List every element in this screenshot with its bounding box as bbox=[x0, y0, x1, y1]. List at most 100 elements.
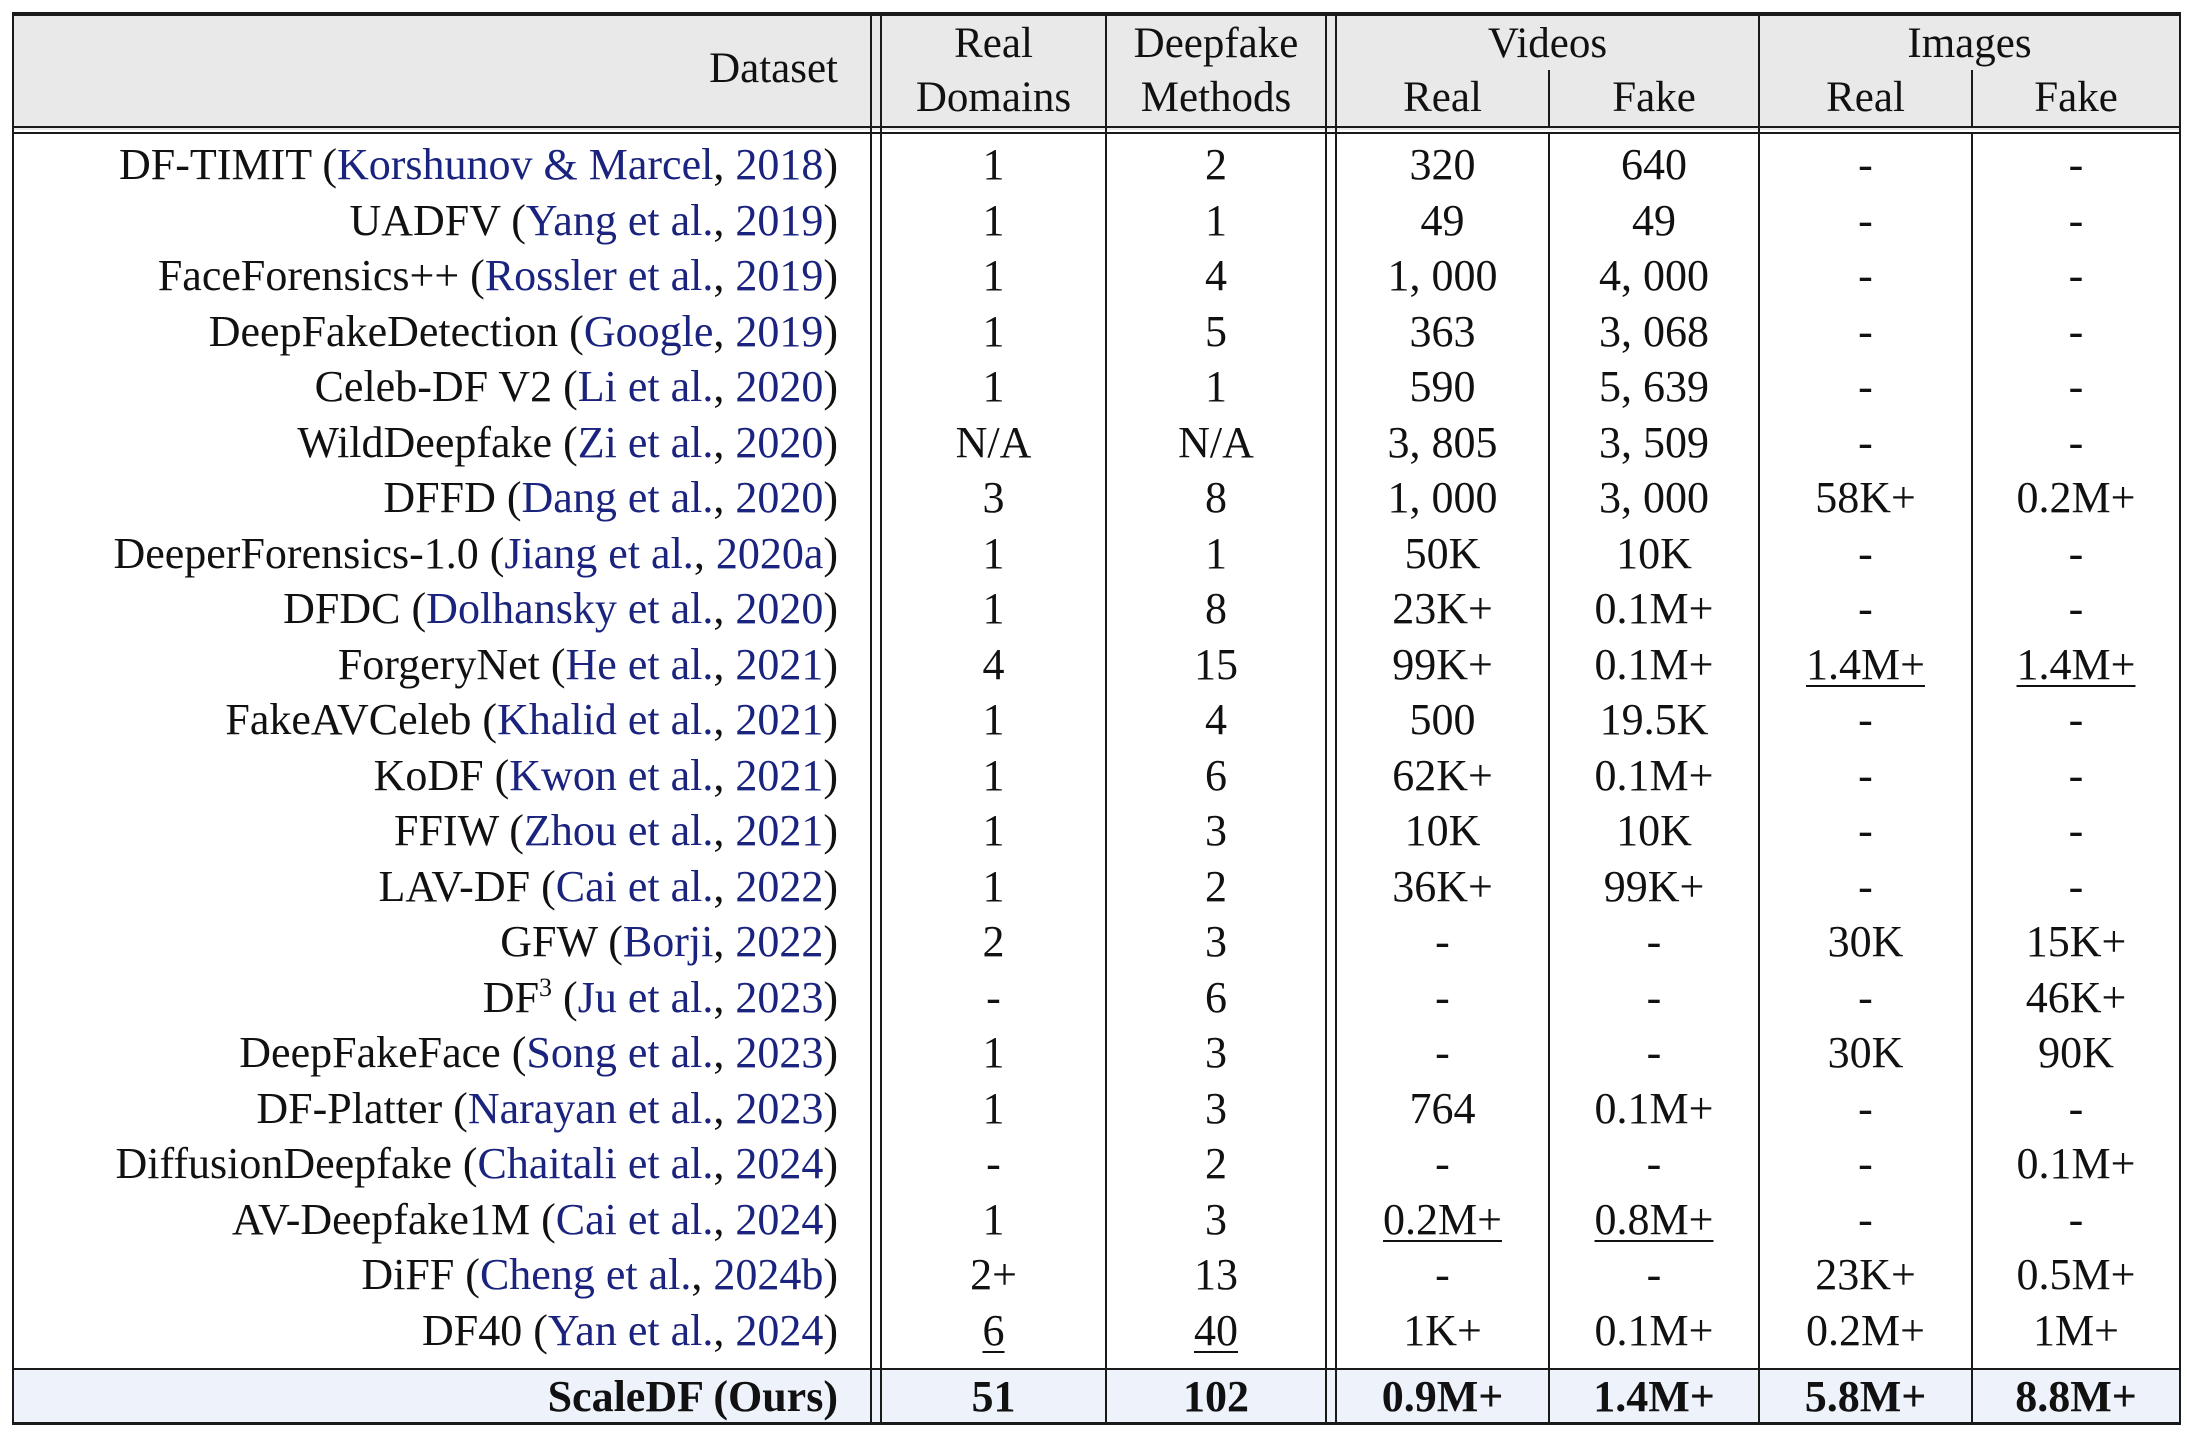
ours-row-background bbox=[12, 1370, 2181, 1425]
images-real-cell-value: - bbox=[1858, 972, 1873, 1022]
citation-link[interactable]: Rossler et al. bbox=[484, 251, 714, 300]
dataset-name-cell: DeeperForensics-1.0 (Jiang et al., 2020a… bbox=[113, 528, 838, 578]
images-fake-cell-value: 90K bbox=[2038, 1028, 2114, 1077]
videos-real-cell: 50K bbox=[1337, 526, 1548, 582]
citation-link[interactable]: Ju et al. bbox=[577, 972, 714, 1022]
citation-link[interactable]: Borji bbox=[622, 917, 714, 966]
images-real-cell: - bbox=[1760, 526, 1971, 582]
top-rule bbox=[12, 12, 2181, 16]
images-fake-cell: - bbox=[1973, 137, 2179, 193]
header-real-domains-line2: Domains bbox=[915, 74, 1072, 121]
citation-link[interactable]: Zhou et al. bbox=[523, 806, 714, 855]
citation-link[interactable]: Cai et al. bbox=[555, 861, 714, 911]
citation-year-link[interactable]: 2020 bbox=[735, 584, 824, 633]
deepfake-methods-cell: 3 bbox=[1107, 914, 1325, 970]
citation-year-link[interactable]: 2024b bbox=[713, 1250, 824, 1299]
citation-link[interactable]: Korshunov & Marcel bbox=[336, 140, 714, 189]
dataset-name-cell: GFW (Borji, 2022) bbox=[500, 917, 838, 966]
citation-year-link[interactable]: 2023 bbox=[735, 1083, 824, 1133]
citation-link[interactable]: Google bbox=[583, 306, 714, 356]
citation-year-link[interactable]: 2018 bbox=[735, 140, 824, 189]
citation-year-link[interactable]: 2023 bbox=[735, 1028, 824, 1077]
videos-fake-cell-value: - bbox=[1646, 917, 1662, 966]
dataset-name-cell: DF-Platter (Narayan et al., 2023) bbox=[256, 1083, 838, 1133]
images-fake-cell: 0.1M+ bbox=[1973, 1136, 2179, 1192]
videos-fake-cell: 3, 000 bbox=[1550, 470, 1758, 526]
citation-year-link[interactable]: 2019 bbox=[735, 251, 824, 300]
videos-real-cell-value: 320 bbox=[1409, 140, 1476, 189]
images-fake-cell-value: - bbox=[2068, 306, 2084, 356]
citation-year-link[interactable]: 2023 bbox=[735, 972, 824, 1022]
images-real-cell: - bbox=[1760, 415, 1971, 471]
videos-real-cell: - bbox=[1337, 1136, 1548, 1192]
citation-year-link[interactable]: 2021 bbox=[735, 639, 824, 689]
deepfake-methods-cell: 3 bbox=[1107, 1025, 1325, 1081]
citation-year-link[interactable]: 2021 bbox=[735, 806, 824, 855]
real-domains-cell-value: 1 bbox=[982, 1028, 1005, 1077]
images-real-cell-value: - bbox=[1858, 140, 1873, 189]
table-header-background bbox=[12, 12, 2181, 130]
citation-year-link[interactable]: 2020 bbox=[735, 473, 824, 522]
citation-link[interactable]: Cheng et al. bbox=[479, 1250, 692, 1299]
real-domains-cell-value: 1 bbox=[982, 306, 1005, 356]
citation-link[interactable]: Narayan et al. bbox=[467, 1083, 714, 1133]
videos-real-cell: - bbox=[1337, 970, 1548, 1026]
images-real-cell-value: 30K bbox=[1827, 1028, 1904, 1077]
citation-year-link[interactable]: 2020a bbox=[715, 528, 824, 578]
real-domains-cell-value: 2 bbox=[982, 917, 1005, 966]
citation-link[interactable]: Kwon et al. bbox=[509, 750, 714, 800]
vrule-domains bbox=[1105, 12, 1107, 1425]
vrule-images bbox=[1971, 132, 1973, 1425]
vrule-videos bbox=[1548, 132, 1550, 1425]
citation-year-link[interactable]: 2022 bbox=[735, 917, 824, 966]
citation-link[interactable]: Jiang et al. bbox=[504, 528, 694, 578]
images-real-cell-value: 30K bbox=[1827, 917, 1904, 966]
citation-year-link[interactable]: 2020 bbox=[735, 417, 824, 467]
header-videos-real: Real bbox=[1403, 74, 1482, 121]
citation-year-link[interactable]: 2019 bbox=[735, 195, 824, 245]
comparison-table: Dataset Real Domains Deepfake Methods Vi… bbox=[12, 12, 2181, 1425]
header-videos-fake: Fake bbox=[1612, 74, 1696, 121]
header-methods-line1: Deepfake bbox=[1133, 20, 1299, 67]
citation-link[interactable]: Yang et al. bbox=[525, 195, 714, 245]
citation-link[interactable]: Yan et al. bbox=[547, 1305, 714, 1355]
dataset-name: DF bbox=[482, 972, 540, 1022]
real-domains-cell-value: 1 bbox=[982, 195, 1005, 245]
citation-link[interactable]: Li et al. bbox=[577, 362, 714, 411]
images-real-cell-value: - bbox=[1858, 362, 1873, 411]
videos-real-cell-value: - bbox=[1435, 972, 1450, 1022]
dataset-name-cell: FFIW (Zhou et al., 2021) bbox=[393, 806, 838, 855]
citation-link[interactable]: Khalid et al. bbox=[497, 695, 714, 744]
citation-year-link[interactable]: 2021 bbox=[735, 695, 824, 744]
citation-year-link[interactable]: 2020 bbox=[735, 362, 824, 411]
deepfake-methods-cell-value: 6 bbox=[1205, 750, 1227, 800]
videos-fake-cell: 3, 068 bbox=[1550, 304, 1758, 360]
citation-year-link[interactable]: 2019 bbox=[735, 306, 824, 356]
images-real-cell-value: 58K+ bbox=[1815, 473, 1916, 522]
deepfake-methods-cell-value: 13 bbox=[1194, 1250, 1238, 1299]
dataset-name-cell: LAV-DF (Cai et al., 2022) bbox=[378, 861, 838, 911]
videos-fake-cell-value: 3, 509 bbox=[1599, 417, 1709, 467]
citation-link[interactable]: He et al. bbox=[565, 639, 714, 689]
images-real-cell-value: - bbox=[1858, 528, 1873, 578]
deepfake-methods-cell: 40 bbox=[1107, 1303, 1325, 1359]
citation-link[interactable]: Chaitali et al. bbox=[477, 1139, 714, 1188]
citation-year-link[interactable]: 2024 bbox=[735, 1305, 824, 1355]
images-fake-cell: - bbox=[1973, 304, 2179, 360]
citation-link[interactable]: Song et al. bbox=[526, 1028, 714, 1077]
citation-year-link[interactable]: 2024 bbox=[735, 1194, 824, 1244]
citation-link[interactable]: Zi et al. bbox=[577, 417, 714, 467]
videos-real-cell-value: 50K bbox=[1404, 528, 1481, 578]
citation-year-link[interactable]: 2021 bbox=[735, 750, 824, 800]
deepfake-methods-cell: 3 bbox=[1107, 1192, 1325, 1248]
dataset-name-superscript: 3 bbox=[539, 972, 553, 1002]
images-fake-cell: - bbox=[1973, 581, 2179, 637]
citation-link[interactable]: Dolhansky et al. bbox=[426, 584, 714, 633]
citation-year-link[interactable]: 2022 bbox=[735, 861, 824, 911]
citation-link[interactable]: Dang et al. bbox=[521, 473, 714, 522]
citation-year-link[interactable]: 2024 bbox=[735, 1139, 824, 1188]
deepfake-methods-cell: 5 bbox=[1107, 304, 1325, 360]
left-border bbox=[12, 12, 14, 1425]
citation-link[interactable]: Cai et al. bbox=[555, 1194, 714, 1244]
deepfake-methods-cell-value: 8 bbox=[1205, 473, 1227, 522]
